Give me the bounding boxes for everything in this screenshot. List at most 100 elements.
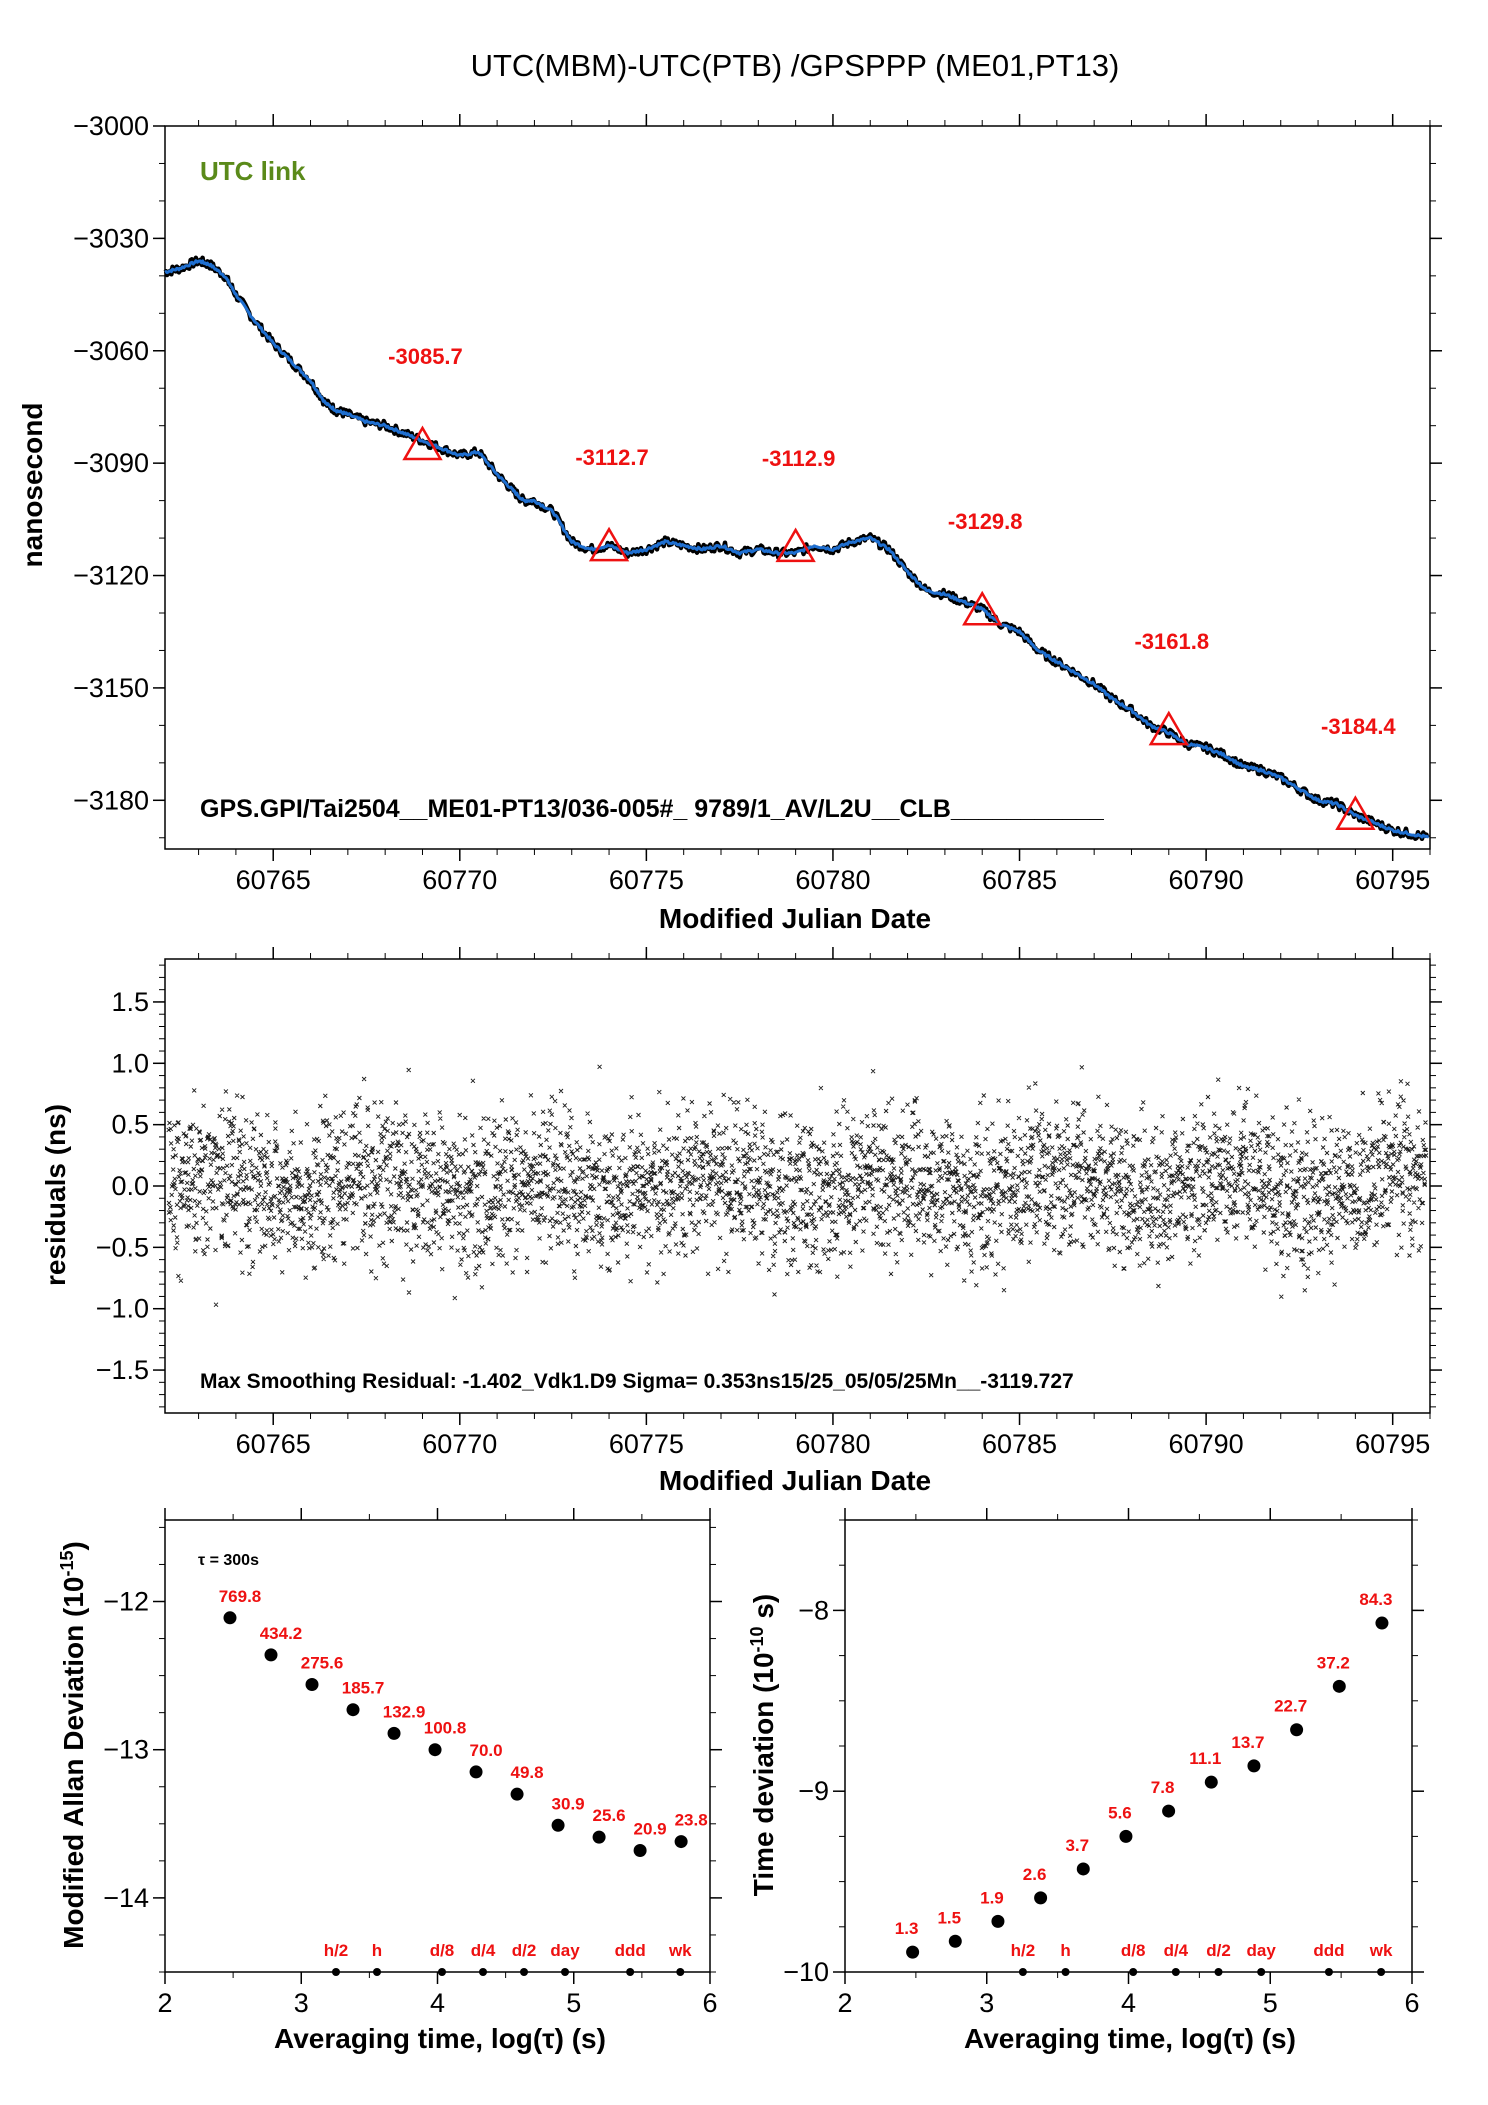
tdev-data-point [991,1914,1005,1928]
mdev-xtick-label: 6 [702,1988,717,2018]
residuals-x-axis-label: Modified Julian Date [659,1465,931,1496]
offset-triangle-marker [775,527,816,563]
mdev-data-point [305,1677,319,1691]
mdev-time-mark [437,1968,446,1976]
offset-triangle-marker [1148,710,1189,746]
mdev-data-point [223,1611,237,1625]
tdev-time-mark-label: d/4 [1164,1941,1189,1960]
residuals-ytick-label: −0.5 [96,1232,149,1262]
mdev-plot-area: 2 3 4 5 6 −12 −13 −14 769.8 434.2 275.6 185.7 132.91… [103,1508,722,2018]
offset-xtick-label: 60790 [1169,865,1244,895]
residuals-xtick-label: 60785 [982,1429,1057,1459]
offset-xtick-label: 60785 [982,865,1057,895]
mdev-y-axis-label: Modified Allan Deviation (10-15) [57,1541,89,1949]
residuals-ytick-label: 1.5 [111,987,149,1017]
tdev-time-mark [1129,1968,1138,1976]
tdev-point-label: 3.7 [1065,1836,1089,1855]
mdev-time-mark-label: wk [668,1941,692,1960]
mdev-data-point [469,1765,483,1779]
tdev-point-label: 1.5 [937,1908,961,1927]
tdev-point-label: 1.9 [980,1888,1004,1907]
residuals-xtick-label: 60765 [236,1429,311,1459]
link-type-label: UTC link [200,156,306,186]
tdev-data-point [1332,1679,1346,1693]
mdev-point-label: 185.7 [342,1679,385,1698]
residuals-ytick-label: 0.0 [111,1171,149,1201]
offset-marker-label: -3112.9 [762,446,835,471]
tdev-xtick-label: 5 [1263,1988,1278,2018]
offset-xtick-label: 60770 [422,865,497,895]
mdev-time-mark-label: h [372,1941,382,1960]
tdev-xtick-label: 3 [979,1988,994,2018]
tdev-time-mark [1257,1968,1266,1976]
residuals-xtick-label: 60790 [1169,1429,1244,1459]
tdev-time-mark-label: d/2 [1206,1941,1231,1960]
residuals-frame [164,958,1431,1414]
mdev-xtick-label: 5 [566,1988,581,2018]
tdev-data-point [1119,1829,1133,1843]
mdev-point-label: 70.0 [470,1741,503,1760]
tdev-point-label: 1.3 [895,1919,919,1938]
offset-triangle-marker [1335,795,1376,831]
offset-y-axis-label: nanosecond [17,403,48,568]
mdev-data-point [428,1743,442,1757]
offset-triangle-marker [402,425,443,461]
mdev-time-mark [373,1968,382,1976]
mdev-point-label: 769.8 [219,1587,262,1606]
offset-xtick-label: 60780 [795,865,870,895]
mdev-point-label: 23.8 [675,1811,708,1830]
mdev-time-mark-label: d/8 [430,1941,455,1960]
tdev-point-label: 84.3 [1359,1590,1392,1609]
mdev-ytick-label: −14 [103,1883,149,1913]
tdev-data-point [1162,1804,1176,1818]
tdev-data-point [1290,1723,1304,1737]
offset-marker-label: -3085.7 [388,344,463,369]
mdev-data-point [592,1830,606,1844]
tdev-plot-area: 2 3 4 5 6 −8 −9 −10 1.3 1.5 1.9 2.6 3.7 5.6 7.8 11.1 13.… [783,1508,1424,2018]
tdev-point-label: 7.8 [1151,1778,1175,1797]
mdev-panel: 2 3 4 5 6 −12 −13 −14 769.8 434.2 275.6 185.7 132.91… [57,1508,722,2054]
mdev-x-axis-label: Averaging time, log(τ) (s) [274,2023,606,2054]
mdev-xtick-label: 4 [430,1988,445,2018]
mdev-point-label: 275.6 [301,1653,344,1672]
tdev-time-mark [1324,1968,1333,1976]
mdev-point-label: 100.8 [424,1719,467,1738]
residuals-ytick-label: 0.5 [111,1110,149,1140]
mdev-data-point [510,1787,524,1801]
offset-data-line-raw [163,255,1430,842]
offset-ytick-label: −3060 [73,336,149,366]
offset-frame [164,125,1431,850]
tdev-y-axis-label: Time deviation (10-10 s) [747,1594,779,1897]
residuals-ytick-label: −1.5 [96,1355,149,1385]
offset-xtick-label: 60795 [1355,865,1430,895]
tau-note: τ = 300s [198,1552,259,1569]
offset-ytick-label: −3090 [73,448,149,478]
tdev-ytick-label: −10 [783,1957,829,1987]
tdev-data-point [1204,1775,1218,1789]
residuals-plot-area: 60765 60770 60775 60780 60785 60790 60795 1.5 1.… [96,947,1442,1459]
tdev-frame [844,1519,1413,1973]
offset-x-axis-label: Modified Julian Date [659,903,931,934]
tdev-point-label: 13.7 [1231,1733,1264,1752]
tdev-time-mark [1214,1968,1223,1976]
tdev-xtick-label: 4 [1121,1988,1136,2018]
tdev-time-mark [1061,1968,1070,1976]
mdev-time-mark-label: ddd [615,1941,646,1960]
mdev-xtick-label: 3 [294,1988,309,2018]
offset-ytick-label: −3120 [73,561,149,591]
offset-marker-label: -3161.8 [1134,629,1209,654]
tdev-time-mark-label: ddd [1313,1941,1344,1960]
residuals-y-axis-label: residuals (ns) [40,1104,71,1286]
tdev-x-axis-label: Averaging time, log(τ) (s) [964,2023,1296,2054]
mdev-data-point [346,1703,360,1717]
tdev-time-mark-label: h [1060,1941,1070,1960]
mdev-time-mark-label: d/4 [471,1941,496,1960]
offset-marker-label: -3129.8 [948,509,1023,534]
offset-xtick-label: 60775 [609,865,684,895]
mdev-time-mark [479,1968,488,1976]
residual-stats-label: Max Smoothing Residual: -1.402_Vdk1.D9 S… [200,1370,1074,1393]
tdev-point-label: 5.6 [1108,1803,1132,1822]
mdev-time-mark-label: day [550,1941,580,1960]
mdev-time-mark-label: d/2 [512,1941,537,1960]
